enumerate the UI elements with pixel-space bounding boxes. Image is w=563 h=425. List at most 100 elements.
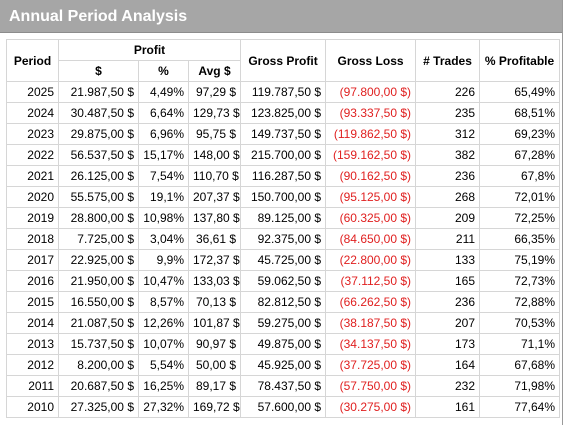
cell-trades: 235 bbox=[415, 102, 481, 124]
cell-gross-profit: 215.700,00 $ bbox=[240, 144, 327, 166]
cell-trades: 382 bbox=[415, 144, 481, 166]
cell-period: 2024 bbox=[6, 102, 59, 124]
table-row[interactable]: 2011 20.687,50 $16,25% 89,17 $78.437,50 $(… bbox=[6, 375, 561, 397]
header-gross-loss[interactable]: Gross Loss bbox=[325, 39, 417, 82]
header-period[interactable]: Period bbox=[6, 39, 59, 82]
header-trades[interactable]: # Trades bbox=[415, 39, 481, 82]
table-row[interactable]: 2022 56.537,50 $15,17% 148,00 $215.700,00 … bbox=[6, 144, 561, 166]
cell-gross-profit: 123.825,00 $ bbox=[240, 102, 327, 124]
cell-profit-pct: 8,57% bbox=[138, 291, 189, 313]
cell-period: 2017 bbox=[6, 249, 59, 271]
cell-profit-avg: 129,73 $ bbox=[187, 102, 242, 124]
cell-profit-pct: 10,98% bbox=[138, 207, 189, 229]
cell-trades: 312 bbox=[415, 123, 481, 145]
cell-pct-profitable: 67,68% bbox=[479, 354, 561, 376]
cell-gross-loss: (66.262,50 $) bbox=[325, 291, 417, 313]
cell-profit-dollar: 16.550,00 $ bbox=[58, 291, 139, 313]
table-row[interactable]: 2020 55.575,00 $19,1% 207,37 $150.700,00 $… bbox=[6, 186, 561, 208]
header-profit-dollar[interactable]: $ bbox=[58, 60, 139, 82]
cell-gross-loss: (159.162,50 $) bbox=[325, 144, 417, 166]
cell-profit-pct: 3,04% bbox=[138, 228, 189, 250]
table-row[interactable]: 2019 28.800,00 $10,98% 137,80 $89.125,00 $… bbox=[6, 207, 561, 229]
cell-trades: 232 bbox=[415, 375, 481, 397]
cell-profit-dollar: 29.875,00 $ bbox=[58, 123, 139, 145]
cell-profit-avg: 172,37 $ bbox=[187, 249, 242, 271]
header-profit-avg[interactable]: Avg $ bbox=[187, 60, 242, 82]
cell-profit-pct: 7,54% bbox=[138, 165, 189, 187]
table-row[interactable]: 2018 7.725,00 $3,04% 36,61 $92.375,00 $ (84… bbox=[6, 228, 561, 250]
cell-gross-profit: 149.737,50 $ bbox=[240, 123, 327, 145]
header-profit-pct[interactable]: % bbox=[138, 60, 189, 82]
cell-gross-profit: 45.925,00 $ bbox=[240, 354, 327, 376]
cell-gross-profit: 49.875,00 $ bbox=[240, 333, 327, 355]
cell-gross-loss: (95.125,00 $) bbox=[325, 186, 417, 208]
table-row[interactable]: 2013 15.737,50 $10,07% 90,97 $49.875,00 $(… bbox=[6, 333, 561, 355]
cell-gross-profit: 150.700,00 $ bbox=[240, 186, 327, 208]
cell-profit-pct: 10,07% bbox=[138, 333, 189, 355]
cell-period: 2021 bbox=[6, 165, 59, 187]
cell-gross-profit: 59.275,00 $ bbox=[240, 312, 327, 334]
cell-pct-profitable: 75,19% bbox=[479, 249, 561, 271]
cell-profit-avg: 101,87 $ bbox=[187, 312, 242, 334]
cell-pct-profitable: 68,51% bbox=[479, 102, 561, 124]
cell-gross-loss: (34.137,50 $) bbox=[325, 333, 417, 355]
cell-trades: 236 bbox=[415, 291, 481, 313]
table-row[interactable]: 2025 21.987,50 $4,49% 97,29 $119.787,50 $(… bbox=[6, 81, 561, 103]
table-row[interactable]: 2017 22.925,00 $9,9% 172,37 $45.725,00 $ (2… bbox=[6, 249, 561, 271]
cell-profit-avg: 90,97 $ bbox=[187, 333, 242, 355]
cell-period: 2015 bbox=[6, 291, 59, 313]
cell-profit-dollar: 21.950,00 $ bbox=[58, 270, 139, 292]
cell-profit-pct: 19,1% bbox=[138, 186, 189, 208]
cell-pct-profitable: 70,53% bbox=[479, 312, 561, 334]
cell-pct-profitable: 72,73% bbox=[479, 270, 561, 292]
table-row[interactable]: 2023 29.875,00 $6,96% 95,75 $149.737,50 $(… bbox=[6, 123, 561, 145]
cell-profit-avg: 97,29 $ bbox=[187, 81, 242, 103]
cell-pct-profitable: 65,49% bbox=[479, 81, 561, 103]
table-row[interactable]: 2012 8.200,00 $5,54% 50,00 $45.925,00 $ (37… bbox=[6, 354, 561, 376]
cell-profit-dollar: 27.325,00 $ bbox=[58, 396, 139, 418]
cell-gross-loss: (60.325,00 $) bbox=[325, 207, 417, 229]
table-row[interactable]: 2016 21.950,00 $10,47% 133,03 $59.062,50 $… bbox=[6, 270, 561, 292]
cell-trades: 161 bbox=[415, 396, 481, 418]
cell-profit-avg: 89,17 $ bbox=[187, 375, 242, 397]
cell-pct-profitable: 67,28% bbox=[479, 144, 561, 166]
cell-period: 2016 bbox=[6, 270, 59, 292]
cell-profit-dollar: 21.987,50 $ bbox=[58, 81, 139, 103]
cell-trades: 165 bbox=[415, 270, 481, 292]
header-gross-profit[interactable]: Gross Profit bbox=[240, 39, 327, 82]
table-row[interactable]: 2021 26.125,00 $7,54% 110,70 $116.287,50 $… bbox=[6, 165, 561, 187]
cell-profit-dollar: 15.737,50 $ bbox=[58, 333, 139, 355]
cell-profit-dollar: 26.125,00 $ bbox=[58, 165, 139, 187]
table-row[interactable]: 2015 16.550,00 $8,57% 70,13 $82.812,50 $ (6… bbox=[6, 291, 561, 313]
cell-profit-pct: 16,25% bbox=[138, 375, 189, 397]
cell-gross-loss: (97.800,00 $) bbox=[325, 81, 417, 103]
cell-profit-avg: 36,61 $ bbox=[187, 228, 242, 250]
cell-profit-dollar: 20.687,50 $ bbox=[58, 375, 139, 397]
cell-gross-loss: (38.187,50 $) bbox=[325, 312, 417, 334]
cell-pct-profitable: 69,23% bbox=[479, 123, 561, 145]
cell-period: 2014 bbox=[6, 312, 59, 334]
table-row[interactable]: 2014 21.087,50 $12,26% 101,87 $59.275,00 $… bbox=[6, 312, 561, 334]
cell-gross-profit: 92.375,00 $ bbox=[240, 228, 327, 250]
table-row[interactable]: 2010 27.325,00 $27,32% 169,72 $57.600,00 $… bbox=[6, 396, 561, 418]
cell-gross-loss: (22.800,00 $) bbox=[325, 249, 417, 271]
cell-gross-loss: (90.162,50 $) bbox=[325, 165, 417, 187]
cell-gross-profit: 89.125,00 $ bbox=[240, 207, 327, 229]
cell-profit-pct: 6,96% bbox=[138, 123, 189, 145]
table-row[interactable]: 2024 30.487,50 $6,64% 129,73 $123.825,00 $… bbox=[6, 102, 561, 124]
cell-gross-profit: 82.812,50 $ bbox=[240, 291, 327, 313]
table-body: 2025 21.987,50 $4,49% 97,29 $119.787,50 $(… bbox=[6, 81, 561, 418]
cell-profit-dollar: 56.537,50 $ bbox=[58, 144, 139, 166]
cell-trades: 209 bbox=[415, 207, 481, 229]
cell-period: 2019 bbox=[6, 207, 59, 229]
cell-period: 2025 bbox=[6, 81, 59, 103]
cell-period: 2010 bbox=[6, 396, 59, 418]
header-pct-profitable[interactable]: % Profitable bbox=[479, 39, 561, 82]
header-profit: Profit bbox=[57, 39, 242, 61]
cell-profit-pct: 10,47% bbox=[138, 270, 189, 292]
cell-profit-avg: 110,70 $ bbox=[187, 165, 242, 187]
cell-gross-loss: (30.275,00 $) bbox=[325, 396, 417, 418]
cell-pct-profitable: 72,01% bbox=[479, 186, 561, 208]
cell-gross-loss: (37.112,50 $) bbox=[325, 270, 417, 292]
cell-profit-dollar: 28.800,00 $ bbox=[58, 207, 139, 229]
